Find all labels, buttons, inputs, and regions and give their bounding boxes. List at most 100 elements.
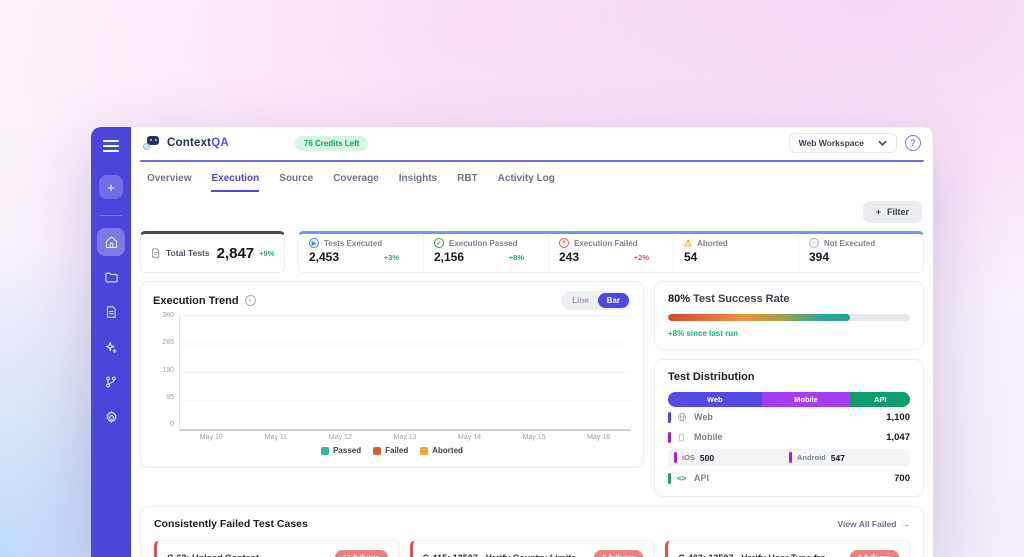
legend-item: Aborted	[420, 446, 463, 455]
contextqa-logo-icon	[143, 136, 159, 150]
distribution-bar: Web Mobile API	[668, 392, 910, 407]
legend-item: Passed	[321, 446, 361, 455]
home-icon	[105, 235, 117, 248]
legend-item: Failed	[373, 446, 408, 455]
success-rate-card: 80% Test Success Rate +8% since last run	[654, 281, 924, 350]
chart-plot	[179, 315, 631, 431]
view-all-failed-link[interactable]: View All Failed →	[837, 519, 910, 529]
chart-x-labels: May 10 May 11 May 12 May 13 May 14 May 15 May …	[153, 434, 631, 441]
content-row: Execution Trend i Line Bar 380 285 190 95 0 …	[131, 273, 933, 497]
toggle-bar[interactable]: Bar	[597, 293, 629, 308]
brand-name: ContextQA	[167, 137, 229, 149]
y-tick-label: 190	[162, 366, 174, 374]
help-button[interactable]: ?	[905, 135, 921, 151]
y-tick-label: 380	[162, 312, 174, 319]
y-tick-label: 95	[166, 393, 174, 401]
sidebar-item-projects[interactable]	[97, 263, 125, 291]
execution-metrics-card: ▶ Tests Executed 2,453 +3% ✓ Execution Pass…	[298, 231, 924, 273]
success-rate-title: 80% Test Success Rate	[668, 293, 910, 305]
tab-overview[interactable]: Overview	[147, 173, 192, 184]
ios-tick	[674, 452, 677, 463]
success-rate-bar	[668, 314, 910, 321]
distribution-row-api: <> API 700	[668, 468, 910, 488]
arrow-right-icon: →	[901, 519, 911, 529]
test-distribution-card: Test Distribution Web Mobile API Web 1,100…	[654, 359, 924, 497]
sidebar-divider	[100, 215, 122, 216]
tab-coverage[interactable]: Coverage	[333, 173, 379, 184]
add-new-button[interactable]: +	[99, 175, 123, 199]
sidebar-item-ai[interactable]	[97, 333, 125, 361]
android-breakdown: Android 547	[789, 452, 904, 463]
failures-badge: 5 failures	[594, 550, 644, 557]
plus-icon: +	[875, 207, 881, 217]
slash-circle-icon: –	[809, 238, 819, 248]
tab-insights[interactable]: Insights	[398, 173, 438, 184]
workspace-selector[interactable]: Web Workspace	[788, 133, 897, 153]
metric-tests-executed: ▶ Tests Executed 2,453 +3%	[299, 234, 424, 272]
ios-breakdown: iOS 500	[674, 452, 789, 463]
sidebar: +	[91, 127, 131, 557]
tab-execution[interactable]: Execution	[211, 173, 260, 192]
tab-source[interactable]: Source	[279, 173, 314, 184]
warning-icon: ⚠	[684, 237, 693, 248]
chart-title: Execution Trend	[153, 294, 239, 307]
sidebar-item-integrations[interactable]	[97, 368, 125, 396]
failures-badge: 8 failures	[850, 550, 900, 557]
success-rate-label: Test Success Rate	[693, 293, 790, 305]
android-tick	[789, 452, 792, 463]
plus-icon: +	[107, 179, 115, 195]
file-icon	[152, 248, 160, 258]
mobile-icon	[677, 432, 688, 443]
success-rate-delta: +8% since last run	[668, 329, 739, 338]
sidebar-item-settings[interactable]	[97, 403, 125, 431]
total-tests-value: 2,847	[216, 244, 255, 262]
chart-y-axis: 380 285 190 95 0	[153, 312, 179, 428]
x-tick-label: May 12	[328, 434, 352, 441]
failed-test-card[interactable]: C-415: 13507 - Verify Country Limitation…	[409, 540, 655, 557]
x-tick-label: May 11	[264, 434, 288, 441]
sparkles-icon	[105, 341, 117, 353]
metric-execution-failed: × Execution Failed 243 +2%	[549, 234, 674, 272]
distribution-segment-web[interactable]: Web	[668, 392, 762, 407]
x-circle-icon: ×	[559, 238, 569, 248]
total-tests-label: Total Tests	[166, 248, 210, 258]
gear-icon	[106, 410, 116, 423]
code-icon: <>	[677, 473, 687, 483]
distribution-segment-api[interactable]: API	[850, 392, 910, 407]
failed-section-title: Consistently Failed Test Cases	[154, 518, 308, 530]
success-rate-percent: 80%	[668, 293, 691, 305]
sidebar-item-documents[interactable]	[97, 298, 125, 326]
tab-rbt[interactable]: RBT	[457, 173, 478, 184]
hamburger-menu-icon[interactable]	[103, 137, 119, 155]
distribution-row-web: Web 1,100	[668, 407, 910, 427]
git-branch-icon	[106, 376, 116, 388]
toggle-line[interactable]: Line	[572, 296, 589, 305]
chart-legend: Passed Failed Aborted	[153, 446, 631, 455]
info-icon[interactable]: i	[244, 295, 256, 306]
failed-test-card[interactable]: C-403: 13507 - Verify User Type from D..…	[665, 540, 911, 557]
distribution-segment-mobile[interactable]: Mobile	[761, 392, 851, 407]
filter-button[interactable]: + Filter	[862, 201, 922, 223]
chevron-down-icon	[878, 140, 887, 146]
total-tests-delta: +9%	[259, 248, 275, 258]
y-tick-label: 285	[162, 339, 174, 347]
x-tick-label: May 16	[587, 434, 611, 441]
distribution-row-mobile: Mobile 1,047	[668, 427, 910, 447]
play-circle-icon: ▶	[309, 238, 319, 248]
x-tick-label: May 10	[199, 434, 223, 441]
distribution-row-platforms: iOS 500 Android 547	[668, 449, 910, 466]
x-tick-label: May 15	[522, 434, 546, 441]
mobile-tick	[668, 431, 671, 443]
total-tests-card: Total Tests 2,847 +9%	[140, 231, 285, 273]
metrics-row: Total Tests 2,847 +9% ▶ Tests Executed 2,…	[131, 231, 933, 273]
failed-test-card[interactable]: C-62: Upload Content 12 failures	[154, 540, 399, 557]
top-bar: ContextQA 76 Credits Left Web Workspace …	[131, 127, 933, 159]
credits-badge: 76 Credits Left	[294, 135, 369, 151]
legend-swatch	[321, 446, 330, 455]
y-tick-label: 0	[170, 421, 174, 428]
distribution-title: Test Distribution	[668, 371, 755, 383]
sidebar-item-home[interactable]	[97, 228, 125, 256]
tab-activity-log[interactable]: Activity Log	[497, 173, 555, 184]
metric-execution-passed: ✓ Execution Passed 2,156 +8%	[424, 234, 549, 272]
x-tick-label: May 14	[458, 434, 482, 441]
